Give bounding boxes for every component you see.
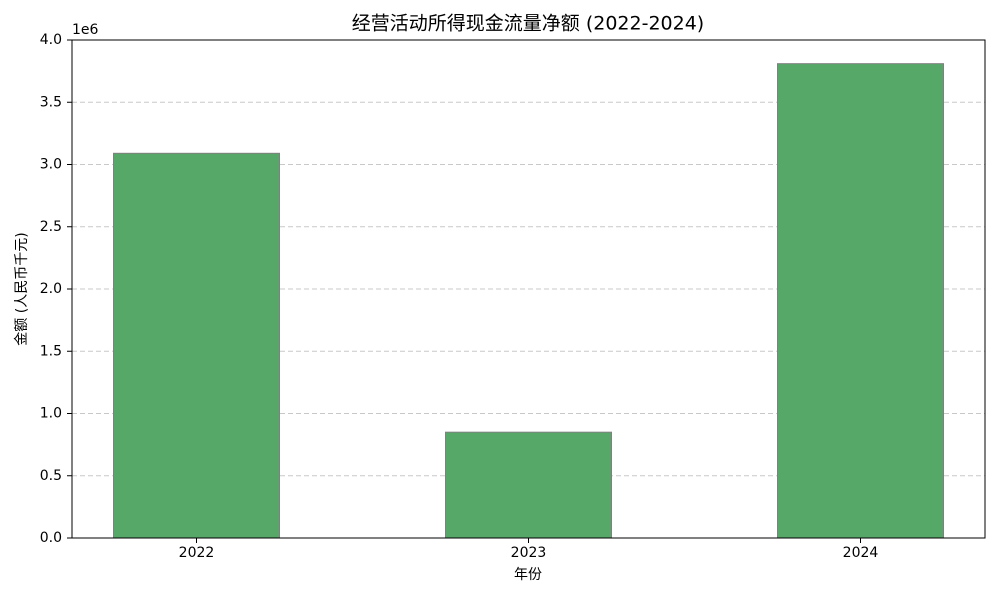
- y-tick-label: 1.0: [40, 406, 62, 422]
- y-offset-label: 1e6: [72, 22, 99, 38]
- y-tick-label: 2.5: [40, 219, 62, 235]
- bar: [445, 431, 612, 539]
- x-tick-label: 2023: [511, 545, 547, 561]
- x-axis-label: 年份: [514, 567, 542, 583]
- bar: [777, 63, 944, 539]
- y-tick-label: 0.5: [40, 468, 62, 484]
- y-axis-label: 金额 (人民币千元): [14, 232, 30, 345]
- y-tick-label: 3.0: [40, 157, 62, 173]
- plot-frame: [71, 39, 986, 539]
- bar: [113, 152, 280, 539]
- y-tick-label: 2.0: [40, 281, 62, 297]
- x-tick-label: 2024: [843, 545, 879, 561]
- x-tick-label: 2022: [179, 545, 215, 561]
- y-tick-label: 4.0: [40, 32, 62, 48]
- chart-title: 经营活动所得现金流量净额 (2022-2024): [352, 13, 704, 35]
- y-tick-label: 3.5: [40, 94, 62, 110]
- y-tick-label: 1.5: [40, 343, 62, 359]
- y-tick-label: 0.0: [40, 530, 62, 546]
